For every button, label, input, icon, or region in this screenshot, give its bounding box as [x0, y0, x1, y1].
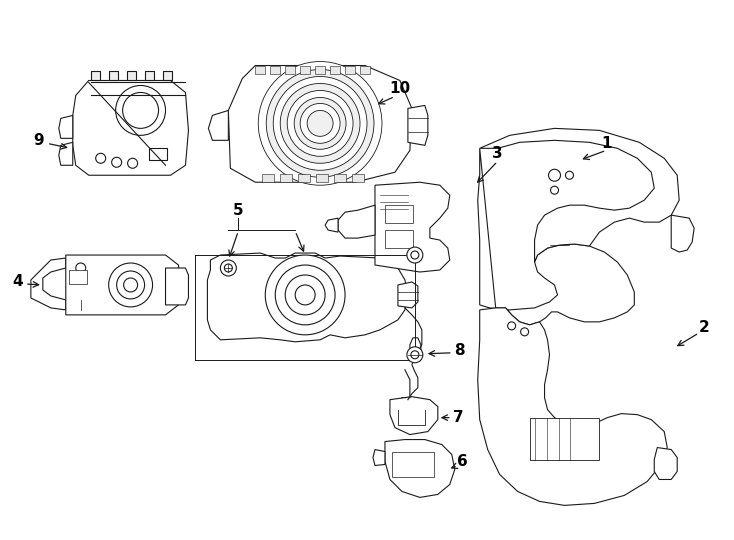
Polygon shape [385, 440, 455, 497]
Polygon shape [398, 282, 418, 308]
Circle shape [280, 84, 360, 163]
Polygon shape [127, 71, 136, 80]
Polygon shape [166, 268, 189, 305]
Circle shape [307, 110, 333, 136]
Bar [345, 65, 355, 73]
Circle shape [258, 62, 382, 185]
Bar [298, 174, 310, 182]
Circle shape [95, 153, 106, 163]
Polygon shape [145, 71, 153, 80]
Polygon shape [59, 116, 73, 138]
Bar [286, 65, 295, 73]
Polygon shape [654, 448, 677, 480]
Circle shape [273, 77, 367, 170]
Polygon shape [338, 205, 375, 238]
Bar [385, 205, 413, 223]
Circle shape [300, 104, 340, 143]
Bar [392, 451, 434, 477]
Text: 10: 10 [389, 81, 410, 96]
Bar [270, 65, 280, 73]
Text: 9: 9 [34, 133, 44, 148]
Polygon shape [208, 253, 408, 342]
Bar [352, 174, 364, 182]
Polygon shape [480, 129, 679, 262]
Bar [262, 174, 275, 182]
Polygon shape [31, 258, 66, 310]
Polygon shape [109, 71, 117, 80]
Circle shape [220, 260, 236, 276]
Text: 8: 8 [454, 343, 465, 359]
Circle shape [128, 158, 137, 168]
Circle shape [548, 169, 561, 181]
Circle shape [565, 171, 573, 179]
Circle shape [295, 285, 315, 305]
Circle shape [116, 85, 166, 136]
Polygon shape [325, 218, 338, 232]
Polygon shape [73, 80, 189, 176]
Polygon shape [390, 397, 437, 435]
Bar [360, 65, 370, 73]
Bar [330, 65, 340, 73]
Circle shape [123, 92, 159, 129]
Text: 3: 3 [493, 146, 503, 161]
Text: 2: 2 [699, 320, 710, 335]
Bar [529, 417, 600, 460]
Circle shape [265, 255, 345, 335]
Bar [255, 65, 265, 73]
Text: 1: 1 [601, 136, 611, 151]
Polygon shape [408, 105, 428, 145]
Circle shape [112, 157, 122, 167]
Bar [334, 174, 346, 182]
Text: 7: 7 [454, 410, 464, 425]
Circle shape [407, 247, 423, 263]
Polygon shape [59, 143, 73, 165]
Polygon shape [66, 255, 181, 315]
Text: 4: 4 [12, 274, 23, 289]
Bar [280, 174, 292, 182]
Circle shape [407, 347, 423, 363]
Circle shape [520, 328, 528, 336]
Circle shape [275, 265, 335, 325]
Circle shape [225, 264, 233, 272]
Circle shape [411, 351, 419, 359]
Polygon shape [410, 338, 421, 355]
Circle shape [76, 263, 86, 273]
Circle shape [266, 70, 374, 177]
Text: 6: 6 [457, 454, 468, 469]
Polygon shape [671, 215, 694, 252]
Polygon shape [373, 449, 385, 465]
Bar [316, 174, 328, 182]
Circle shape [411, 251, 419, 259]
Polygon shape [228, 65, 412, 182]
Polygon shape [478, 308, 667, 505]
Polygon shape [375, 182, 450, 272]
Bar [315, 65, 325, 73]
Polygon shape [398, 397, 422, 426]
Polygon shape [162, 71, 172, 80]
Circle shape [117, 271, 145, 299]
Circle shape [508, 322, 515, 330]
Polygon shape [478, 148, 634, 325]
Polygon shape [91, 71, 100, 80]
Bar [385, 230, 413, 248]
Circle shape [286, 275, 325, 315]
Bar [300, 65, 310, 73]
Circle shape [287, 91, 353, 156]
Bar [69, 270, 87, 284]
Text: 5: 5 [233, 202, 244, 218]
Polygon shape [208, 110, 228, 140]
Bar [148, 148, 167, 160]
Circle shape [294, 97, 346, 150]
Circle shape [123, 278, 137, 292]
Circle shape [109, 263, 153, 307]
Circle shape [550, 186, 559, 194]
